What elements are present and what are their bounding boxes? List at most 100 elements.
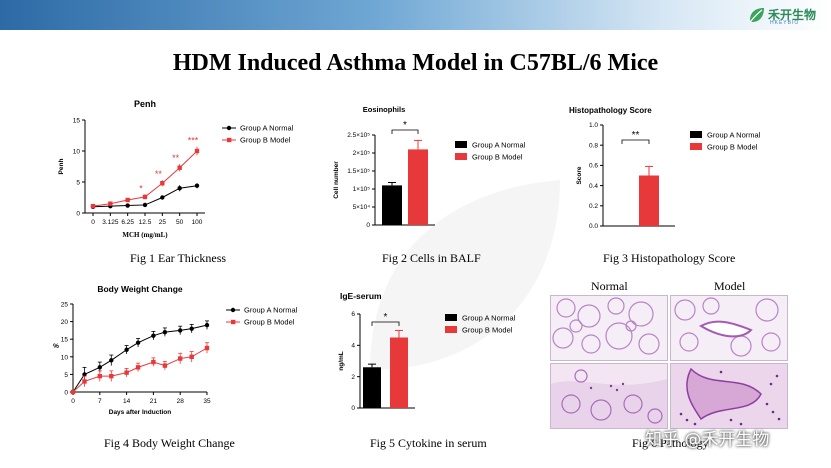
data-point	[135, 365, 141, 370]
x-tick-label: 28	[177, 398, 185, 405]
legend-label-0: Group A Normal	[244, 306, 298, 315]
y-tick-label: 15	[73, 118, 81, 125]
histology-normal-top	[550, 295, 668, 361]
data-point	[125, 203, 130, 208]
legend-marker-0	[230, 307, 236, 313]
legend-swatch-1	[690, 143, 702, 150]
y-tick-label: 2.5×10⁵	[347, 132, 370, 139]
y-tick-label: 10	[73, 149, 81, 156]
histology-normal-bottom	[550, 363, 668, 429]
chart-penh: Penh 0 5 10 15 0 3.125 6.25 12.5 25 50 100 MCH (mg/m…	[50, 95, 320, 250]
y-tick-label: 0	[366, 222, 370, 229]
logo-subtext: HKEYBIO	[770, 20, 800, 26]
data-point	[178, 328, 183, 333]
legend-label-1: Group B Model	[472, 153, 523, 162]
company-logo: 禾开生物 HKEYBIO	[748, 6, 826, 28]
zhihu-watermark: 知乎 @禾开生物	[645, 430, 770, 450]
y-tick-label: 0.6	[589, 163, 598, 170]
data-point	[142, 202, 148, 208]
x-tick-label: 35	[203, 398, 211, 405]
data-point	[194, 183, 200, 188]
data-point	[90, 203, 96, 209]
legend-label-1: Group B Model	[244, 318, 295, 327]
y-axis-label: Cell number	[333, 161, 340, 199]
significance-mark: **	[172, 153, 180, 163]
bar-model	[408, 149, 428, 225]
chart-title: Penh	[134, 99, 156, 109]
significance-bracket	[391, 129, 419, 134]
legend-label-0: Group A Normal	[240, 124, 294, 133]
data-point	[97, 373, 102, 379]
data-point	[178, 356, 183, 361]
caption-fig6: Fig 6 Pathology	[632, 436, 709, 450]
data-point	[142, 194, 148, 200]
caption-fig1: Fig 1 Ear Thickness	[130, 251, 227, 265]
chart-histopathology-score: Histopathology Score 0.0 0.2 0.4 0.6 0.8 1.0 Sc…	[565, 103, 795, 243]
y-tick-label: 1×10⁵	[353, 186, 371, 193]
leaf-logo-icon	[750, 8, 764, 22]
legend-swatch-1	[455, 153, 467, 160]
significance-mark: *	[384, 312, 388, 323]
data-point	[194, 148, 200, 154]
y-tick-label: 0	[76, 211, 80, 218]
significance-bracket	[371, 321, 400, 326]
label-normal: Normal	[591, 279, 628, 293]
y-tick-label: 0	[64, 390, 68, 397]
significance-mark: **	[155, 169, 163, 179]
y-axis-label: Score	[576, 166, 583, 184]
data-point	[177, 165, 182, 170]
y-axis-label: ng/mL	[338, 351, 345, 371]
data-point	[151, 333, 156, 338]
data-point	[108, 201, 113, 206]
data-point	[204, 345, 210, 351]
legend-swatch-0	[455, 141, 467, 148]
chart-title: Histopathology Score	[569, 106, 652, 115]
histology-model-bottom	[670, 363, 788, 429]
legend-swatch-1	[445, 326, 457, 333]
y-tick-label: 0.8	[589, 142, 598, 149]
bar-model	[639, 175, 659, 226]
data-point	[162, 329, 168, 335]
data-point	[177, 186, 182, 191]
y-tick-label: 0.2	[589, 203, 598, 210]
x-tick-label: 0	[71, 398, 75, 405]
x-tick-label: 12.5	[139, 219, 152, 226]
y-tick-label: 20	[61, 319, 69, 326]
data-point	[189, 354, 194, 359]
x-tick-label: 0	[91, 219, 95, 226]
data-point	[204, 322, 210, 328]
x-tick-label: 6.25	[121, 219, 134, 226]
legend-label-1: Group B Model	[240, 136, 291, 145]
data-point	[124, 347, 129, 352]
chart-title: Eosinophils	[363, 105, 406, 114]
x-axis-label: MCH (mg/mL)	[122, 231, 168, 239]
legend-swatch-0	[445, 314, 457, 321]
data-point	[125, 197, 130, 203]
data-point	[70, 389, 76, 395]
header-bar	[0, 0, 831, 30]
legend-marker-1	[231, 319, 236, 325]
y-tick-label: 0.0	[589, 223, 598, 230]
data-point	[189, 326, 194, 331]
caption-fig2: Fig 2 Cells in BALF	[382, 251, 481, 265]
x-tick-label: 50	[176, 219, 184, 226]
x-tick-label: 25	[159, 219, 167, 226]
slide-title: HDM Induced Asthma Model in C57BL/6 Mice	[172, 50, 659, 76]
x-tick-label: 14	[123, 398, 131, 405]
series-line-0	[72, 324, 208, 393]
bar-model	[390, 337, 408, 408]
legend-label-1: Group B Model	[462, 326, 513, 335]
legend-swatch-0	[690, 131, 702, 138]
y-tick-label: 1.0	[589, 122, 598, 129]
caption-fig3: Fig 3 Histopathology Score	[603, 251, 736, 265]
data-point	[124, 370, 129, 375]
data-point	[109, 373, 114, 379]
data-point	[160, 181, 165, 186]
significance-mark: ***	[188, 136, 199, 146]
legend-marker-1	[227, 137, 232, 143]
data-point	[109, 358, 114, 363]
y-tick-label: 0.4	[589, 183, 598, 190]
data-point	[151, 359, 156, 365]
y-tick-label: 2×10⁵	[353, 150, 371, 157]
data-point	[135, 340, 141, 345]
